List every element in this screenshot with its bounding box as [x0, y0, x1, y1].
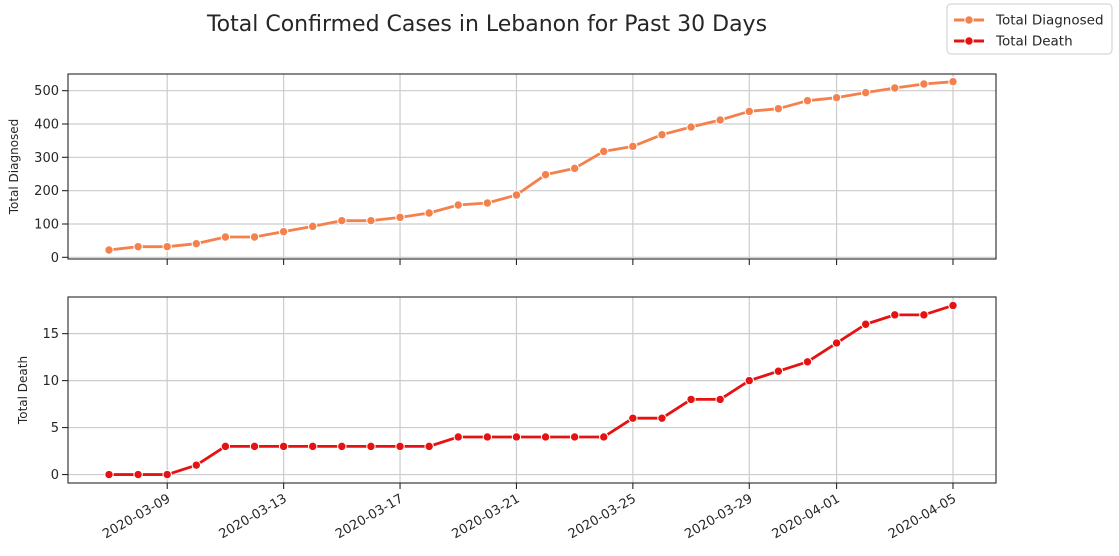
data-point: [395, 212, 405, 223]
data-point: [540, 432, 551, 442]
data-point: [802, 357, 813, 367]
data-point: [220, 441, 231, 452]
x-tick-label: 2020-03-17: [333, 491, 406, 542]
data-point: [482, 432, 493, 442]
y-tick-label: 0: [51, 251, 59, 266]
data-point: [715, 115, 725, 125]
data-point: [948, 300, 958, 311]
chart-title: Total Confirmed Cases in Lebanon for Pas…: [206, 12, 767, 37]
x-tick-label: 2020-04-05: [886, 491, 959, 542]
data-point: [540, 169, 551, 180]
y-tick-label: 10: [42, 374, 59, 389]
data-point: [860, 319, 871, 329]
legend-label-diagnosed: Total Diagnosed: [995, 13, 1104, 29]
legend-marker-diagnosed: [964, 15, 974, 25]
data-point: [686, 394, 696, 405]
data-point: [628, 141, 638, 152]
data-point: [395, 441, 405, 452]
data-point: [104, 469, 114, 480]
legend-frame: [946, 3, 1113, 55]
data-point: [308, 441, 318, 452]
data-point: [919, 310, 929, 320]
data-point: [191, 238, 202, 249]
data-point: [366, 441, 376, 452]
data-point: [599, 432, 609, 442]
data-point: [628, 413, 638, 423]
data-point: [308, 221, 318, 232]
data-point: [424, 208, 434, 218]
data-point: [366, 215, 376, 226]
data-point: [162, 469, 172, 480]
data-point: [569, 432, 580, 442]
panel-diagnosed: 0 100 200 300 400 500 Total Diagnosed: [7, 73, 997, 266]
data-point: [104, 245, 114, 255]
y-axis-label: Total Death: [16, 356, 30, 425]
x-tick-label: 2020-03-21: [450, 491, 523, 542]
data-point: [249, 232, 260, 242]
data-point: [511, 432, 522, 442]
x-tick-label: 2020-04-01: [770, 491, 843, 542]
y-tick-label: 400: [34, 118, 59, 133]
data-point: [424, 441, 434, 452]
y-tick-label: 15: [42, 327, 59, 342]
data-point: [162, 241, 172, 252]
data-point: [948, 76, 958, 87]
data-point: [337, 215, 347, 226]
data-point: [686, 122, 696, 132]
legend: Total Diagnosed Total Death: [946, 3, 1113, 55]
x-tick-label: 2020-03-13: [217, 491, 290, 542]
data-point: [278, 441, 289, 452]
data-point: [890, 310, 900, 320]
y-tick-label: 300: [34, 151, 59, 166]
data-point: [919, 79, 929, 89]
data-point: [482, 198, 493, 208]
data-point: [890, 83, 900, 93]
data-point: [191, 460, 202, 470]
data-point: [802, 95, 813, 106]
series-line: [108, 80, 954, 252]
y-tick-label: 5: [51, 421, 59, 436]
legend-label-death: Total Death: [995, 34, 1073, 50]
data-point: [453, 432, 463, 442]
data-point: [657, 129, 667, 140]
x-tick-label: 2020-03-25: [566, 491, 639, 542]
data-point: [744, 106, 754, 117]
data-point: [511, 190, 522, 200]
legend-marker-death: [964, 36, 974, 46]
data-point: [599, 146, 609, 157]
y-tick-label: 500: [34, 84, 59, 99]
data-point: [453, 200, 463, 210]
data-point: [249, 441, 260, 452]
plot-frame: [67, 296, 997, 484]
data-point: [569, 163, 580, 174]
x-tick-label: 2020-03-29: [682, 491, 755, 542]
data-point: [278, 226, 289, 237]
y-tick-label: 100: [34, 218, 59, 233]
data-point: [133, 241, 143, 252]
data-point: [773, 103, 784, 114]
data-point: [744, 375, 754, 386]
y-tick-label: 200: [34, 184, 59, 199]
y-tick-label: 0: [51, 468, 59, 483]
data-point: [831, 92, 842, 103]
x-tick-label: 2020-03-09: [100, 491, 173, 542]
data-point: [220, 232, 231, 242]
data-point: [773, 366, 784, 376]
series-line: [109, 304, 954, 476]
data-point: [831, 338, 842, 348]
data-point: [715, 394, 725, 405]
panel-death: 0 5 10 15 2020-03-09 2020-03-13 2020-03-17 2020…: [16, 296, 997, 542]
data-point: [657, 413, 667, 423]
data-point: [860, 87, 871, 98]
data-point: [337, 441, 347, 452]
plot-frame: [67, 73, 997, 260]
data-point: [133, 469, 143, 480]
y-axis-label: Total Diagnosed: [7, 119, 21, 216]
